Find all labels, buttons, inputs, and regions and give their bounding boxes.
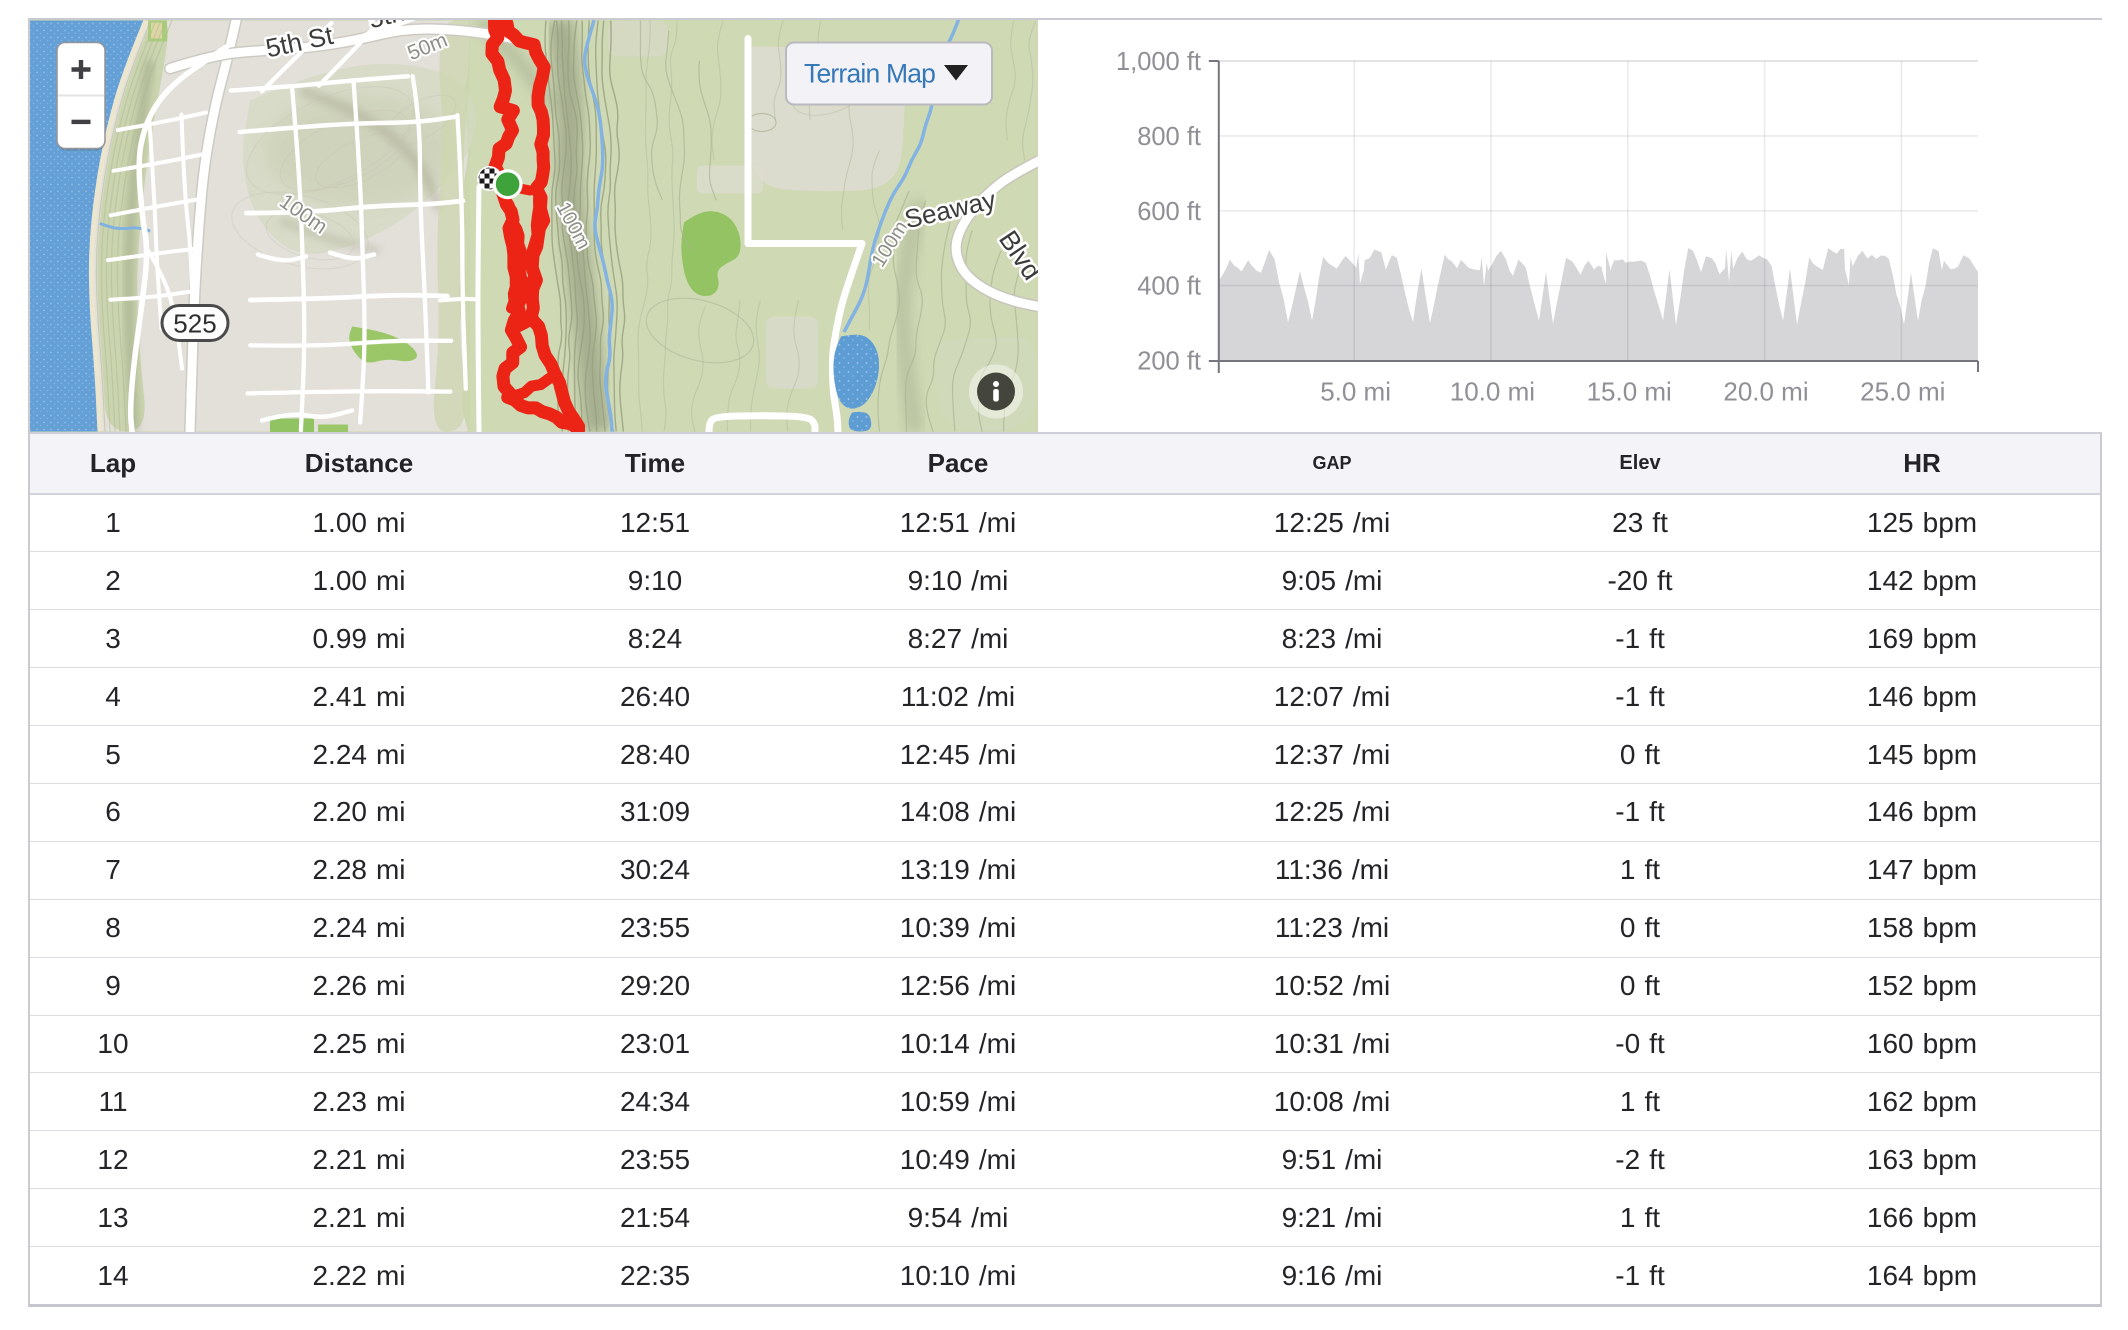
svg-text:1,000 ft: 1,000 ft xyxy=(1116,48,1201,76)
svg-text:10.0 mi: 10.0 mi xyxy=(1450,377,1535,407)
svg-text:400 ft: 400 ft xyxy=(1137,273,1201,301)
svg-text:5.0 mi: 5.0 mi xyxy=(1320,377,1391,407)
svg-text:525: 525 xyxy=(173,309,216,339)
svg-text:Terrain Map: Terrain Map xyxy=(804,59,935,89)
svg-text:15.0 mi: 15.0 mi xyxy=(1587,377,1672,407)
svg-text:200 ft: 200 ft xyxy=(1137,348,1201,376)
svg-text:800 ft: 800 ft xyxy=(1137,123,1201,151)
svg-text:25.0 mi: 25.0 mi xyxy=(1860,377,1945,407)
svg-text:600 ft: 600 ft xyxy=(1137,198,1201,226)
svg-text:20.0 mi: 20.0 mi xyxy=(1723,377,1808,407)
